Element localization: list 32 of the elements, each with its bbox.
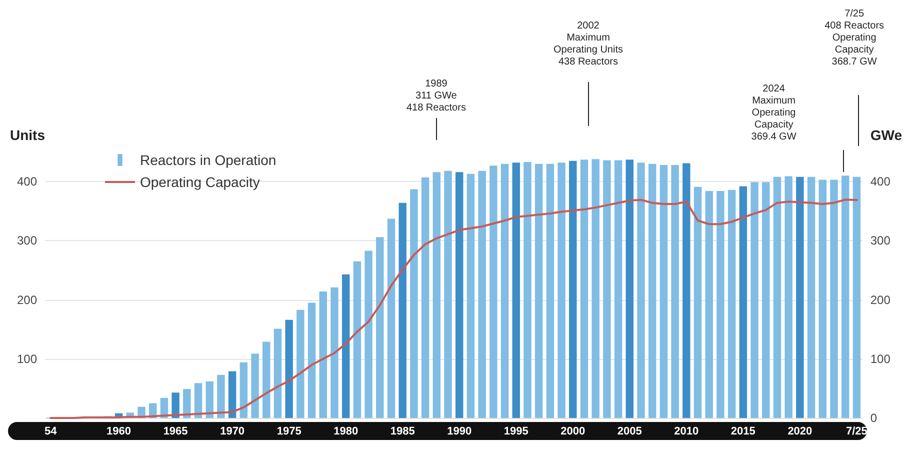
text: 7/25 408 Reactors Operating Capacity 368.7 GW [824, 8, 884, 68]
text: 2002 Maximum Operating Units 438 Reactors [554, 20, 623, 68]
y2-tick-label: 400 [870, 174, 891, 189]
x-tick-label: 2020 [788, 426, 812, 438]
y2-tick-label: 200 [870, 292, 891, 307]
y2-tick-label: 0 [870, 411, 878, 425]
y-tick-label: 200 [16, 292, 38, 307]
x-tick-label: 1960 [106, 426, 132, 438]
text: 1989 311 GWe 418 Reactors [406, 78, 466, 114]
y-tick-label: 400 [16, 174, 38, 189]
y2-tick-label: 100 [870, 352, 891, 366]
legend-label: Operating Capacity [140, 174, 260, 190]
y-tick-label: 300 [16, 234, 38, 248]
x-tick-label: 7/25 [846, 426, 868, 438]
x-tick-label: 54 [44, 426, 58, 438]
x-tick-label: 1995 [504, 426, 528, 438]
y-axis-title: Units [10, 127, 46, 143]
legend-label: Reactors in Operation [140, 152, 276, 168]
y-tick-label: 100 [16, 352, 38, 366]
x-tick-label: 1985 [390, 426, 415, 438]
x-tick-label: 1980 [334, 426, 358, 438]
x-tick-label: 1975 [276, 426, 302, 438]
y2-tick-label: 300 [870, 234, 891, 248]
x-tick-label: 1970 [220, 426, 245, 438]
text: 2024 Maximum Operating Capacity 369.4 GW [751, 84, 797, 142]
x-tick-label: 2015 [730, 426, 756, 438]
x-tick-label: 2000 [560, 426, 586, 438]
x-tick-label: 1990 [447, 426, 472, 438]
x-tick-label: 2010 [674, 426, 699, 438]
x-tick-label: 1965 [163, 426, 188, 438]
x-tick-label: 2005 [617, 426, 642, 438]
y2-axis-title: GWe [870, 127, 902, 143]
